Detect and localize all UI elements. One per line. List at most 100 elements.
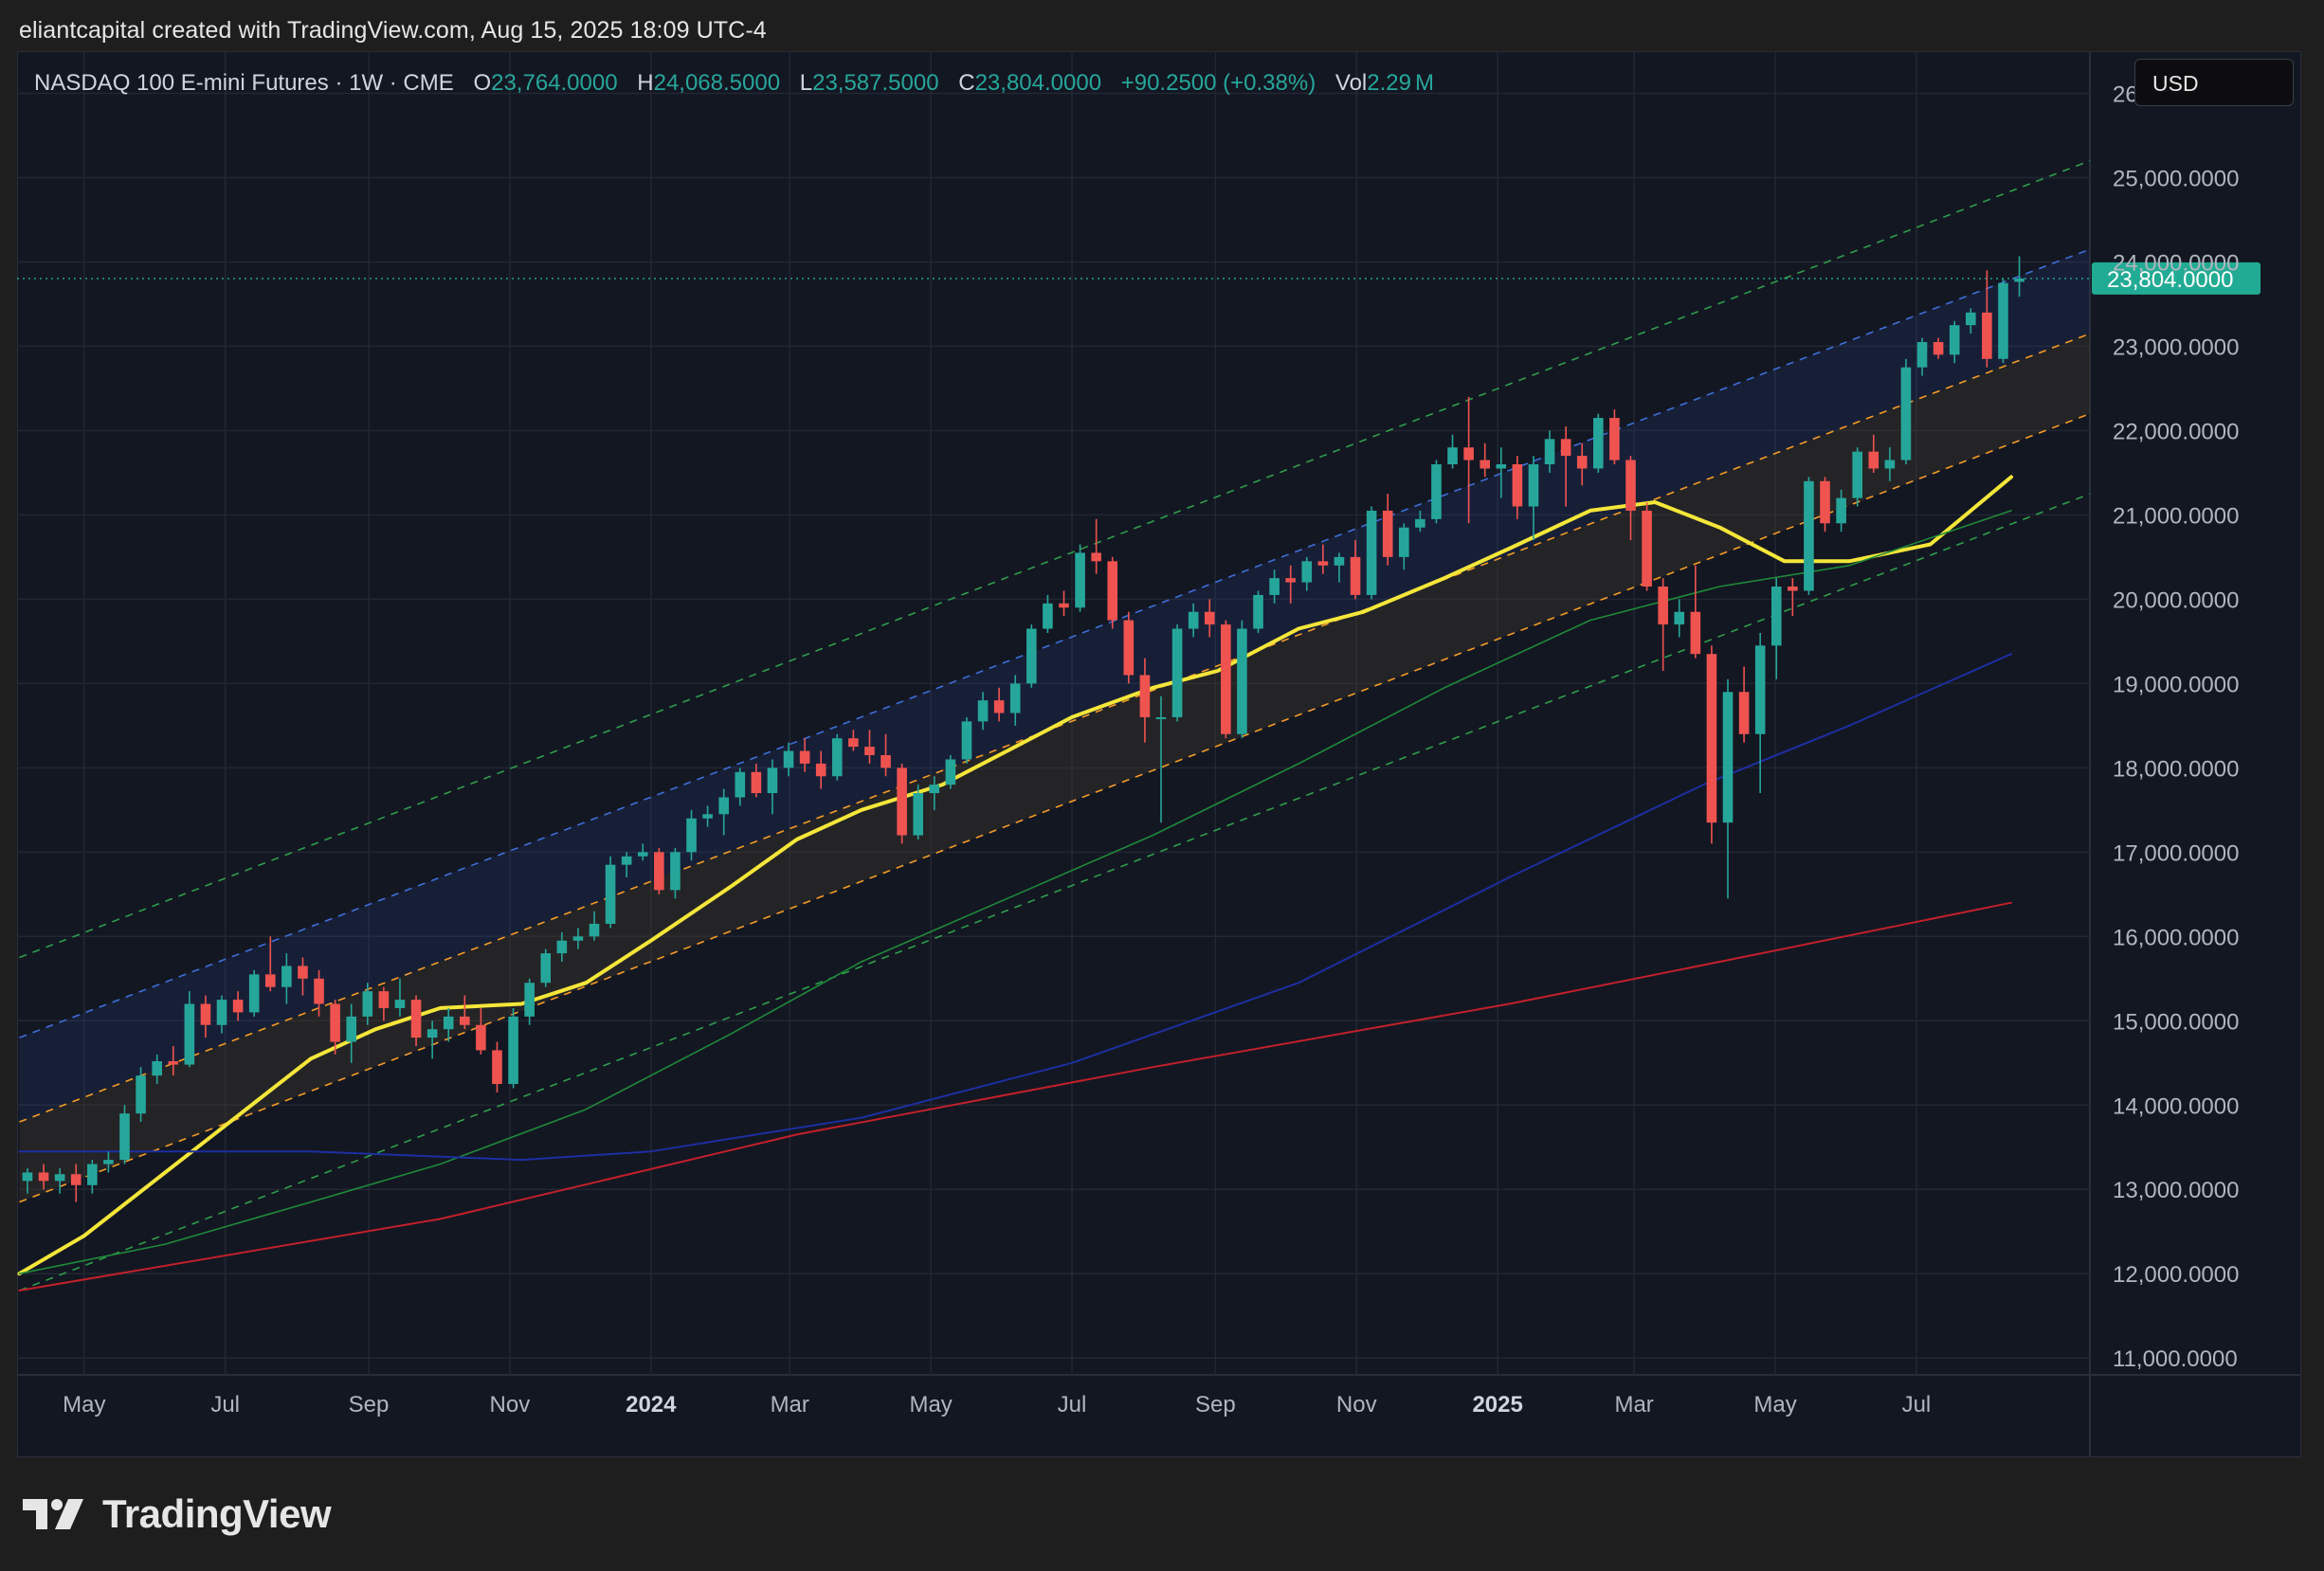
candle[interactable] <box>216 995 227 1034</box>
candle[interactable] <box>783 742 794 777</box>
candle[interactable] <box>1237 620 1247 739</box>
candle[interactable] <box>119 1105 130 1165</box>
candle[interactable] <box>718 788 729 836</box>
candle[interactable] <box>1770 578 1782 679</box>
candle[interactable] <box>492 1041 502 1092</box>
candle[interactable] <box>1804 477 1814 595</box>
candle[interactable] <box>394 978 406 1017</box>
candle[interactable] <box>1722 678 1734 899</box>
candle[interactable] <box>767 759 778 815</box>
candle[interactable] <box>1820 477 1830 533</box>
candle[interactable] <box>314 969 324 1017</box>
candle[interactable] <box>751 763 762 798</box>
candle[interactable] <box>540 948 552 987</box>
candle[interactable] <box>1059 590 1069 617</box>
candle[interactable] <box>1009 675 1021 726</box>
candle[interactable] <box>1738 666 1750 743</box>
candle[interactable] <box>1998 279 2008 364</box>
candle[interactable] <box>476 1007 486 1055</box>
candle[interactable] <box>1382 494 1393 566</box>
candle[interactable] <box>443 1007 454 1042</box>
candle[interactable] <box>70 1164 82 1202</box>
candle[interactable] <box>281 953 292 1004</box>
candle[interactable] <box>1091 518 1101 574</box>
candle[interactable] <box>184 991 195 1068</box>
candle[interactable] <box>1528 456 1539 541</box>
candle[interactable] <box>1512 456 1523 519</box>
candle[interactable] <box>1398 523 1409 570</box>
candle[interactable] <box>1609 409 1620 465</box>
candle[interactable] <box>815 750 826 789</box>
candle[interactable] <box>87 1160 98 1194</box>
candle[interactable] <box>1674 599 1685 638</box>
candle[interactable] <box>1301 556 1313 591</box>
candle[interactable] <box>1754 632 1766 794</box>
candle[interactable] <box>54 1167 65 1194</box>
candle[interactable] <box>346 1003 356 1063</box>
candle[interactable] <box>1447 434 1458 469</box>
candle[interactable] <box>1155 695 1167 823</box>
candle[interactable] <box>1366 506 1377 600</box>
candle[interactable] <box>1884 447 1896 481</box>
candle[interactable] <box>1431 460 1442 524</box>
candle[interactable] <box>1642 502 1652 591</box>
candle[interactable] <box>1690 565 1701 659</box>
currency-selector[interactable]: USD <box>2134 59 2294 106</box>
candle[interactable] <box>637 843 648 861</box>
candle[interactable] <box>22 1167 33 1194</box>
candle[interactable] <box>1868 434 1879 473</box>
candle[interactable] <box>961 716 972 764</box>
candle[interactable] <box>264 936 276 992</box>
candle[interactable] <box>1075 544 1085 612</box>
candle[interactable] <box>232 991 244 1021</box>
candle[interactable] <box>427 1020 438 1059</box>
candle[interactable] <box>1544 430 1555 473</box>
candle[interactable] <box>1933 337 1944 359</box>
candle[interactable] <box>702 805 713 827</box>
candle[interactable] <box>1593 413 1604 473</box>
candle[interactable] <box>524 978 535 1025</box>
candle[interactable] <box>248 969 260 1017</box>
candle[interactable] <box>410 995 422 1046</box>
candle[interactable] <box>1350 540 1361 600</box>
candle[interactable] <box>848 730 859 751</box>
candle[interactable] <box>1560 425 1571 507</box>
candle[interactable] <box>152 1054 162 1085</box>
candle[interactable] <box>1253 590 1263 633</box>
candle[interactable] <box>735 767 746 806</box>
candle[interactable] <box>1171 624 1183 722</box>
candle[interactable] <box>1852 447 1862 507</box>
candle[interactable] <box>362 983 373 1025</box>
candle[interactable] <box>1463 396 1474 524</box>
candle[interactable] <box>1949 320 1960 364</box>
candle[interactable] <box>993 687 1005 722</box>
candle[interactable] <box>1982 270 1992 368</box>
candle[interactable] <box>1965 308 1976 334</box>
candle[interactable] <box>1836 489 1846 533</box>
candle[interactable] <box>864 730 875 764</box>
candle[interactable] <box>200 995 211 1038</box>
candle[interactable] <box>621 852 632 878</box>
candle[interactable] <box>1916 337 1928 376</box>
candle[interactable] <box>136 1067 146 1123</box>
price-chart[interactable]: 23,804.0000 26,000.000025,000.000024,000… <box>17 51 2301 1457</box>
candle[interactable] <box>605 856 616 929</box>
candle[interactable] <box>1900 358 1912 465</box>
candle[interactable] <box>1188 603 1199 638</box>
candle[interactable] <box>460 995 470 1030</box>
candle[interactable] <box>1706 645 1717 844</box>
candle[interactable] <box>330 1000 340 1055</box>
candle[interactable] <box>2014 256 2024 298</box>
candle[interactable] <box>831 733 843 781</box>
candle[interactable] <box>1317 544 1329 574</box>
candle[interactable] <box>1480 442 1491 478</box>
candle[interactable] <box>977 692 989 731</box>
candle[interactable] <box>881 733 891 777</box>
candle[interactable] <box>799 738 810 772</box>
candle[interactable] <box>1221 620 1231 739</box>
candle[interactable] <box>168 1045 179 1076</box>
candle[interactable] <box>1204 599 1215 638</box>
candle[interactable] <box>1658 578 1668 672</box>
candle[interactable] <box>378 986 390 1021</box>
candle[interactable] <box>1496 447 1507 498</box>
